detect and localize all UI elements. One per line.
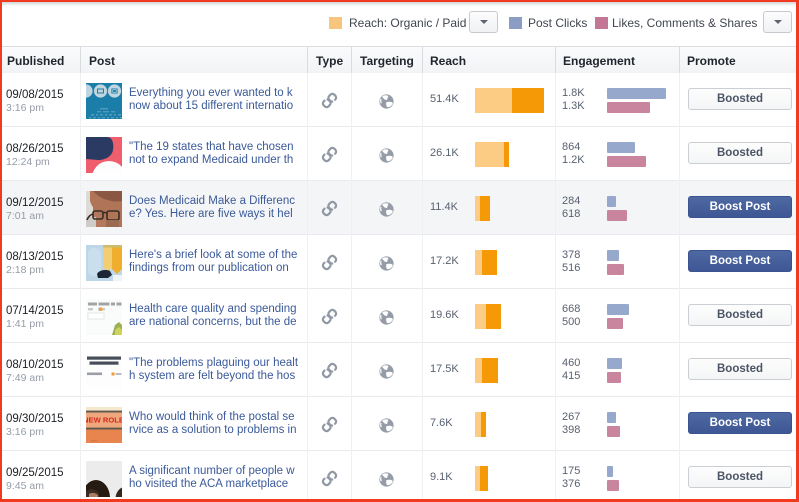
svg-text:NEW ROLE: NEW ROLE	[86, 416, 122, 425]
